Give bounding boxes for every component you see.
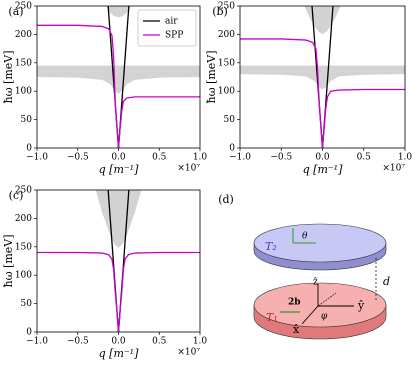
diagram: (d) θ T₂ d ẑ ŷ x̂ φ 2b T₁ bbox=[218, 193, 390, 340]
x-tick-label: −1.0 bbox=[26, 153, 48, 163]
x-tick-label: −0.5 bbox=[67, 153, 89, 163]
x-tick-label: 0.5 bbox=[152, 337, 167, 347]
distance-label: d bbox=[383, 275, 390, 288]
y-axis-label: ħω [meV] bbox=[2, 234, 15, 287]
y-tick-label: 0 bbox=[229, 144, 235, 154]
x-tick-label: −1.0 bbox=[26, 337, 48, 347]
x-offset-label: ×10⁷ bbox=[177, 348, 200, 358]
y-tick-label: 150 bbox=[15, 58, 32, 68]
panel-label: (b) bbox=[212, 5, 228, 18]
top-disc bbox=[253, 223, 387, 263]
x-axis bbox=[301, 305, 319, 325]
line bbox=[37, 251, 200, 332]
x-tick-label: −1.0 bbox=[229, 153, 251, 163]
legend-box bbox=[137, 9, 197, 47]
y-tick-label: 250 bbox=[15, 2, 32, 12]
disc-label: T₁ bbox=[266, 311, 278, 324]
chart: −1.0 −0.5 0.0 0.5 1.0 0 50 100 150 200 250 q [m⁻¹] ×… bbox=[205, 2, 412, 177]
y-tick-label: 250 bbox=[218, 2, 235, 12]
line bbox=[107, 190, 130, 332]
y-tick-label: 150 bbox=[218, 58, 235, 68]
x-tick-label: −0.5 bbox=[67, 337, 89, 347]
x-tick-label: 0.0 bbox=[315, 153, 330, 163]
x-tick-label: 1.0 bbox=[193, 153, 208, 163]
bottom-disc bbox=[253, 282, 387, 328]
y-tick-label: 50 bbox=[21, 115, 33, 125]
legend-label: SPP bbox=[165, 31, 183, 41]
x-axis-label: q [m⁻¹] bbox=[99, 163, 139, 176]
x-tick-label: −0.5 bbox=[270, 153, 292, 163]
y-axis-label: ħω [meV] bbox=[205, 50, 218, 103]
z-label: ẑ bbox=[313, 277, 318, 288]
y-tick-label: 50 bbox=[21, 299, 33, 309]
r-line bbox=[317, 292, 337, 307]
x-tick-label: 0.5 bbox=[357, 153, 372, 163]
chart: −1.0 −0.5 0.0 0.5 1.0 0 50 100 150 200 250 q [m⁻¹] ×… bbox=[2, 186, 207, 361]
y-tick-label: 0 bbox=[26, 328, 32, 338]
shaded-band bbox=[95, 190, 142, 248]
y-label: ŷ bbox=[357, 299, 365, 312]
theta-label: θ bbox=[302, 232, 308, 242]
line bbox=[37, 24, 200, 148]
disc-label: T₂ bbox=[265, 240, 277, 253]
x-offset-label: ×10⁷ bbox=[382, 164, 405, 174]
x-tick-label: 0.0 bbox=[111, 337, 126, 347]
x-tick-label: 0.5 bbox=[152, 153, 167, 163]
plot-area bbox=[37, 190, 200, 332]
panel-label: (d) bbox=[218, 193, 234, 206]
x-tick-label: 1.0 bbox=[398, 153, 413, 163]
line bbox=[107, 6, 130, 148]
y-tick-label: 200 bbox=[15, 30, 32, 40]
y-tick-label: 100 bbox=[15, 87, 32, 97]
panel-label: (c) bbox=[9, 189, 24, 202]
shaded-band bbox=[304, 6, 341, 35]
legend-label: air bbox=[165, 17, 178, 27]
x-tick-label: 1.0 bbox=[193, 337, 208, 347]
y-tick-label: 0 bbox=[26, 144, 32, 154]
y-axis-label: ħω [meV] bbox=[2, 50, 15, 103]
shaded-band bbox=[240, 65, 405, 90]
panel-label: (a) bbox=[8, 5, 23, 18]
y-tick-label: 200 bbox=[218, 30, 235, 40]
drive-label: 2b bbox=[288, 298, 301, 308]
phi-label: φ bbox=[321, 312, 328, 322]
y-tick-label: 150 bbox=[15, 242, 32, 252]
plot-area bbox=[37, 6, 200, 148]
line bbox=[240, 38, 405, 148]
y-tick-label: 250 bbox=[15, 186, 32, 196]
x-label: x̂ bbox=[293, 323, 300, 336]
y-tick-label: 100 bbox=[15, 271, 32, 281]
shaded-band bbox=[37, 65, 200, 95]
y-tick-label: 200 bbox=[15, 214, 32, 224]
x-offset-label: ×10⁷ bbox=[177, 164, 200, 174]
y-tick-label: 50 bbox=[224, 115, 236, 125]
x-axis-label: q [m⁻¹] bbox=[99, 347, 139, 360]
x-axis-label: q [m⁻¹] bbox=[303, 163, 343, 176]
chart: −1.0 −0.5 0.0 0.5 1.0 0 50 100 150 200 250 q [m⁻¹] ×… bbox=[2, 2, 207, 177]
x-tick-label: 0.0 bbox=[111, 153, 126, 163]
plot-area bbox=[240, 6, 405, 148]
line bbox=[311, 6, 334, 148]
shaded-band bbox=[106, 6, 131, 18]
y-tick-label: 100 bbox=[218, 87, 235, 97]
